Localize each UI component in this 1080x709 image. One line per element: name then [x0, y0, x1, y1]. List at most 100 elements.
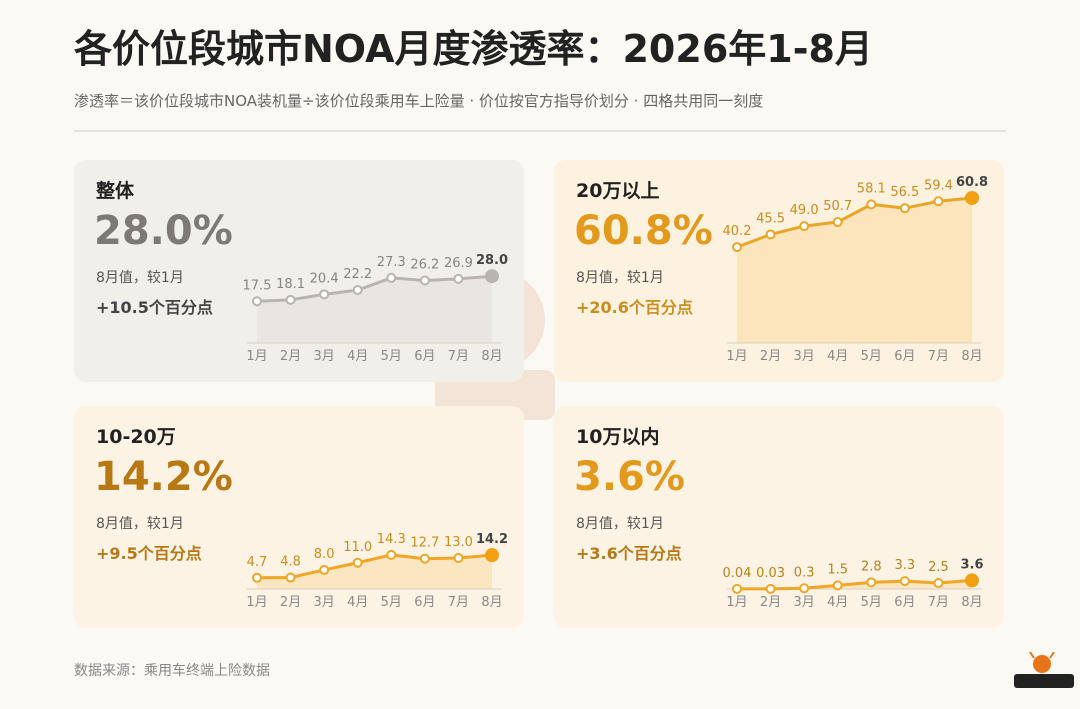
data-label: 59.4	[924, 178, 953, 193]
data-point	[252, 572, 262, 583]
data-label: 0.04	[723, 566, 752, 581]
data-point	[765, 229, 776, 240]
x-tick-label: 6月	[894, 349, 915, 364]
card-note: 8月值，较1月	[576, 516, 664, 532]
data-label: 0.3	[794, 565, 815, 580]
data-label: 13.0	[444, 535, 473, 550]
data-point	[765, 583, 776, 594]
data-label: 0.03	[756, 566, 785, 581]
x-tick-label: 8月	[961, 349, 982, 364]
data-label: 40.2	[723, 224, 752, 239]
data-label: 3.6	[960, 557, 983, 572]
x-tick-label: 5月	[861, 595, 882, 610]
card-below-100k: 10万以内 3.6% 8月值，较1月 +3.6个百分点 0.04 1月 0.03 2月…	[554, 406, 1004, 628]
data-label: 14.3	[377, 532, 406, 547]
x-tick-label: 1月	[726, 595, 747, 610]
x-tick-label: 1月	[246, 595, 267, 610]
data-point	[933, 578, 944, 589]
x-tick-label: 8月	[961, 595, 982, 610]
data-label: 1.5	[827, 562, 848, 577]
card-overall: 整体 28.0% 8月值，较1月 +10.5个百分点 17.5 1月 18.1 2月 2…	[74, 160, 524, 382]
x-tick-label: 3月	[794, 595, 815, 610]
card-value: 3.6%	[574, 454, 685, 500]
x-tick-label: 7月	[448, 595, 469, 610]
data-label: 8.0	[314, 547, 335, 562]
data-point	[732, 583, 742, 594]
data-label: 56.5	[890, 185, 919, 200]
x-tick-label: 4月	[347, 349, 368, 364]
x-tick-label: 8月	[481, 349, 502, 364]
x-tick-label: 7月	[448, 349, 469, 364]
series-line	[256, 274, 493, 303]
data-point	[453, 552, 464, 563]
data-label: 20.4	[310, 271, 339, 286]
x-tick-label: 4月	[827, 349, 848, 364]
data-label: 50.7	[823, 199, 852, 214]
data-point	[419, 553, 430, 564]
data-point	[485, 548, 499, 563]
chart-overall: 17.5 1月 18.1 2月 20.4 3月 22.2 4月 27.3 5月 26.2 6月 26.9…	[243, 253, 509, 364]
x-tick-label: 4月	[347, 595, 368, 610]
data-label: 17.5	[243, 278, 272, 293]
x-tick-label: 5月	[381, 595, 402, 610]
x-tick-label: 3月	[314, 595, 335, 610]
data-point	[386, 272, 397, 283]
x-tick-label: 7月	[928, 595, 949, 610]
chart-100k-200k: 4.7 1月 4.8 2月 8.0 3月 11.0 4月 14.3 5月 12.7 6月 13.0 7月 1…	[246, 532, 508, 610]
card-delta: +3.6个百分点	[576, 544, 682, 563]
data-label: 18.1	[276, 277, 305, 292]
header-divider	[74, 130, 1006, 132]
data-source: 数据来源：乘用车终端上险数据	[74, 663, 270, 679]
data-point	[453, 273, 464, 284]
data-point	[933, 196, 944, 207]
x-tick-label: 2月	[760, 349, 781, 364]
x-tick-label: 6月	[414, 349, 435, 364]
card-note: 8月值，较1月	[96, 516, 184, 532]
data-point	[732, 242, 742, 253]
page-subtitle: 渗透率＝该价位段城市NOA装机量÷该价位段乘用车上险量 · 价位按官方指导价划分…	[74, 92, 764, 110]
data-label: 58.1	[857, 181, 886, 196]
x-tick-label: 5月	[381, 349, 402, 364]
data-point	[832, 217, 843, 228]
x-tick-label: 2月	[760, 595, 781, 610]
x-tick-label: 4月	[827, 595, 848, 610]
data-label: 27.3	[377, 255, 406, 270]
data-point	[866, 199, 877, 210]
data-point	[965, 573, 979, 588]
card-title: 10万以内	[576, 426, 660, 448]
area-fill	[257, 554, 492, 589]
card-above-200k: 20万以上 60.8% 8月值，较1月 +20.6个百分点 40.2 1月 45.5…	[554, 160, 1004, 382]
card-note: 8月值，较1月	[96, 270, 184, 286]
card-title: 整体	[96, 180, 135, 202]
data-label: 26.9	[444, 256, 473, 271]
data-point	[386, 549, 397, 560]
data-point	[832, 580, 843, 591]
data-point	[419, 275, 430, 286]
card-value: 28.0%	[94, 208, 233, 254]
data-point	[899, 576, 910, 587]
card-value: 60.8%	[574, 208, 713, 254]
x-tick-label: 3月	[794, 349, 815, 364]
x-tick-label: 3月	[314, 349, 335, 364]
brand-logo-icon	[1014, 652, 1074, 688]
data-point	[965, 190, 979, 205]
x-tick-label: 1月	[246, 349, 267, 364]
x-tick-label: 2月	[280, 595, 301, 610]
data-point	[866, 577, 877, 588]
data-label: 49.0	[790, 203, 819, 218]
data-point	[352, 285, 363, 296]
data-label: 28.0	[476, 253, 508, 268]
x-tick-label: 5月	[861, 349, 882, 364]
series-line	[736, 196, 973, 249]
data-point	[319, 289, 330, 300]
data-label: 4.8	[280, 555, 301, 570]
data-point	[252, 296, 262, 307]
data-label: 3.3	[895, 558, 916, 573]
series-line	[256, 553, 493, 580]
chart-above-200k: 40.2 1月 45.5 2月 49.0 3月 50.7 4月 58.1 5月 56.5 6月 59.4…	[723, 175, 989, 364]
data-label: 2.8	[861, 559, 882, 574]
area-fill	[257, 276, 492, 343]
data-point	[352, 557, 363, 568]
series-line	[736, 578, 973, 591]
data-label: 11.0	[343, 540, 372, 555]
